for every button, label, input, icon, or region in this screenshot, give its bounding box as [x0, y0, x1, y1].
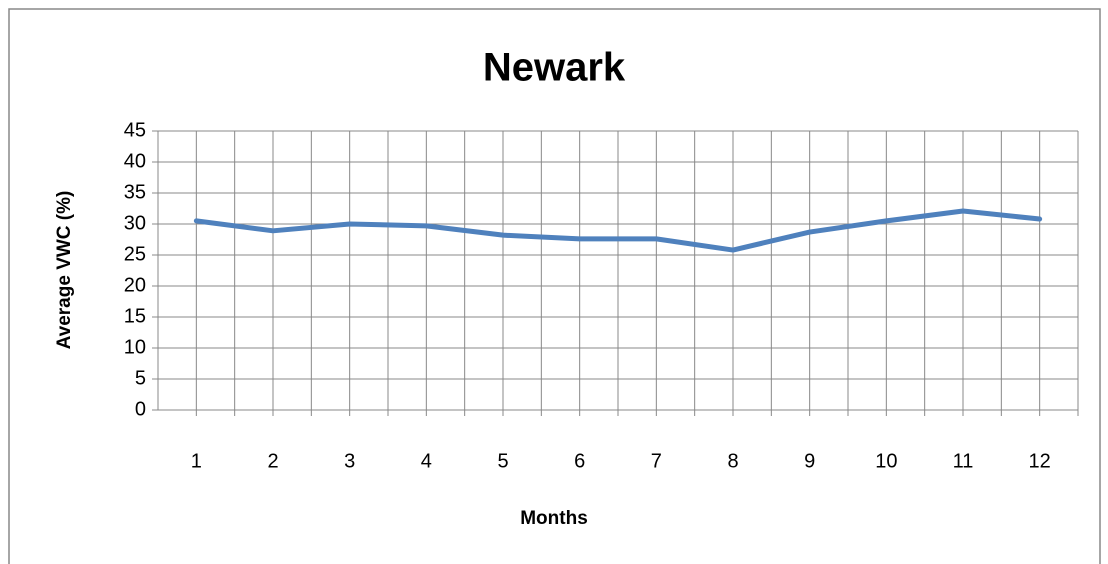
line-series — [193, 208, 1043, 253]
x-tick-label: 10 — [875, 450, 897, 472]
y-tick-label: 5 — [135, 367, 146, 389]
y-tick-label: 0 — [135, 398, 146, 420]
x-tick-label: 7 — [651, 450, 662, 472]
chart-title: Newark — [483, 46, 626, 90]
x-tick-label: 12 — [1029, 450, 1051, 472]
x-axis-title: Months — [520, 508, 588, 529]
x-tick-label: 3 — [344, 450, 355, 472]
y-tick-label: 25 — [124, 243, 146, 265]
y-tick-label: 15 — [124, 305, 146, 327]
x-tick-label: 4 — [421, 450, 432, 472]
x-tick-label: 2 — [267, 450, 278, 472]
y-axis-title: Average VWC (%) — [54, 191, 75, 350]
y-tick-label: 40 — [124, 150, 146, 172]
x-tick-label: 1 — [191, 450, 202, 472]
x-tick-label: 9 — [804, 450, 815, 472]
y-tick-label: 45 — [124, 119, 146, 141]
x-tick-label: 6 — [574, 450, 585, 472]
x-tick-label: 5 — [497, 450, 508, 472]
y-tick-label: 35 — [124, 181, 146, 203]
chart-frame — [8, 8, 1101, 564]
y-tick-label: 20 — [124, 274, 146, 296]
x-tick-label: 8 — [727, 450, 738, 472]
x-tick-label: 11 — [953, 450, 974, 472]
y-tick-label: 10 — [124, 336, 146, 358]
y-tick-label: 30 — [124, 212, 146, 234]
